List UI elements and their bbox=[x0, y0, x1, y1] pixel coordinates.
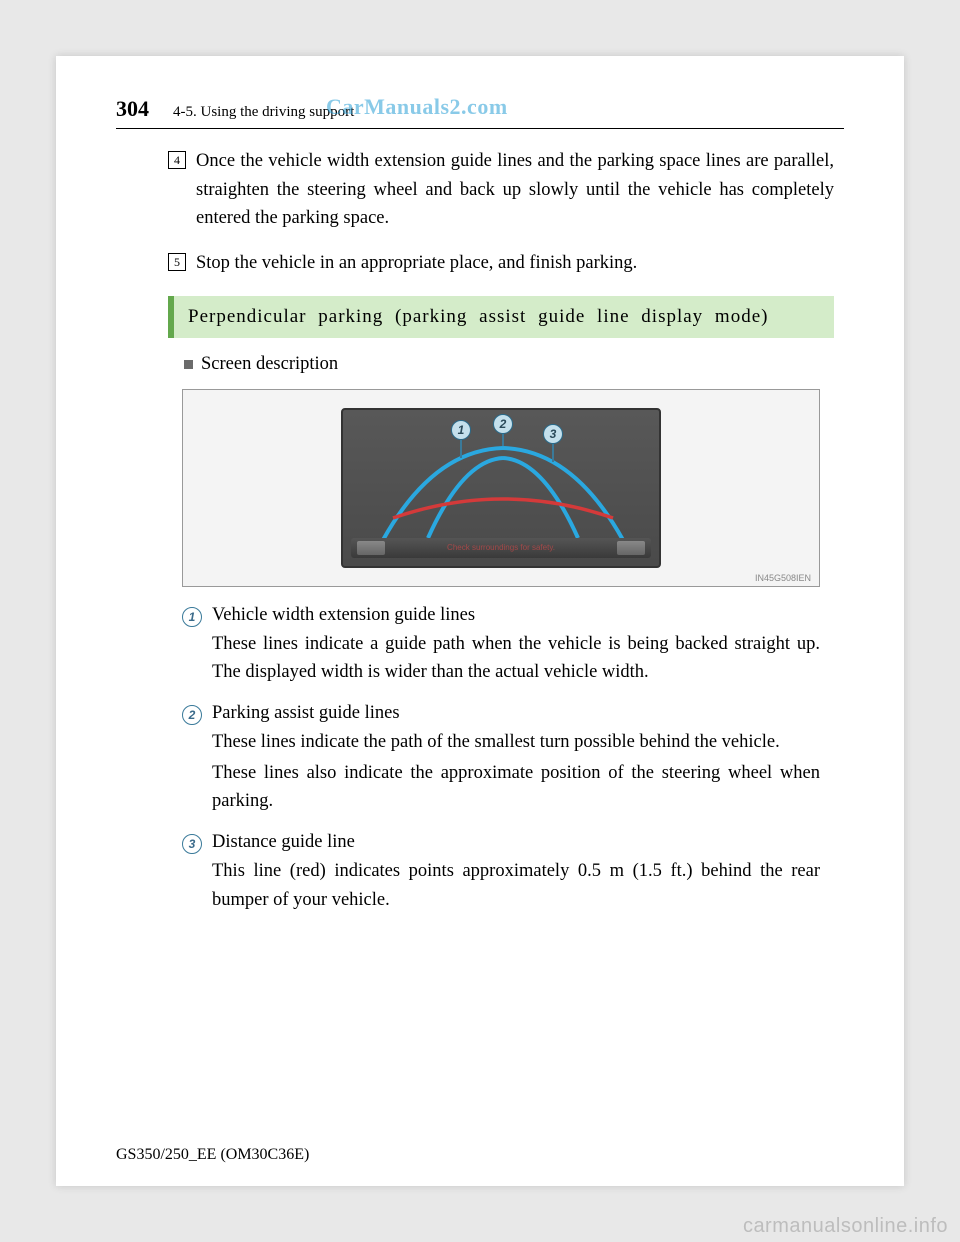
def-title: Distance guide line bbox=[212, 832, 820, 853]
def-number-circle: 2 bbox=[182, 705, 202, 725]
section-heading-text: Perpendicular parking (parking assist gu… bbox=[188, 306, 820, 328]
distance-guide bbox=[393, 499, 613, 518]
def-desc: These lines indicate a guide path when t… bbox=[212, 630, 820, 687]
screen-button-right bbox=[617, 541, 645, 555]
display-screen: 1 2 3 bbox=[341, 408, 661, 568]
def-body: Parking assist guide lines These lines i… bbox=[212, 703, 820, 818]
definition-3: 3 Distance guide line This line (red) in… bbox=[182, 832, 820, 916]
step-text: Once the vehicle width extension guide l… bbox=[196, 147, 834, 233]
def-body: Distance guide line This line (red) indi… bbox=[212, 832, 820, 916]
def-number-circle: 1 bbox=[182, 607, 202, 627]
leader-line bbox=[552, 444, 554, 462]
header-divider bbox=[116, 128, 844, 129]
definition-1: 1 Vehicle width extension guide lines Th… bbox=[182, 605, 820, 689]
content-area: 4 Once the vehicle width extension guide… bbox=[116, 147, 844, 916]
callout-1: 1 bbox=[451, 420, 471, 440]
manual-page: 304 4-5. Using the driving support CarMa… bbox=[56, 56, 904, 1186]
callout-2: 2 bbox=[493, 414, 513, 434]
page-header: 304 4-5. Using the driving support CarMa… bbox=[116, 96, 844, 122]
leader-line bbox=[460, 440, 462, 458]
def-number-circle: 3 bbox=[182, 834, 202, 854]
def-title: Vehicle width extension guide lines bbox=[212, 605, 820, 626]
section-heading-box: Perpendicular parking (parking assist gu… bbox=[168, 296, 834, 338]
bullet-square-icon bbox=[184, 360, 193, 369]
screen-caution-text: Check surroundings for safety. bbox=[447, 543, 555, 552]
screen-button-left bbox=[357, 541, 385, 555]
footer-watermark: carmanualsonline.info bbox=[743, 1215, 948, 1238]
def-desc: This line (red) indicates points approxi… bbox=[212, 857, 820, 914]
subsection-heading: Screen description bbox=[184, 354, 834, 375]
section-title: 4-5. Using the driving support bbox=[173, 104, 354, 121]
figure-container: 1 2 3 bbox=[182, 389, 820, 587]
step-text: Stop the vehicle in an appropriate place… bbox=[196, 249, 834, 278]
footer-model-code: GS350/250_EE (OM30C36E) bbox=[116, 1146, 309, 1164]
step-number-box: 5 bbox=[168, 253, 186, 271]
callout-3: 3 bbox=[543, 424, 563, 444]
step-number-box: 4 bbox=[168, 151, 186, 169]
step-4: 4 Once the vehicle width extension guide… bbox=[168, 147, 834, 233]
step-5: 5 Stop the vehicle in an appropriate pla… bbox=[168, 249, 834, 278]
definition-2: 2 Parking assist guide lines These lines… bbox=[182, 703, 820, 818]
def-body: Vehicle width extension guide lines Thes… bbox=[212, 605, 820, 689]
def-desc: These lines indicate the path of the sma… bbox=[212, 728, 820, 816]
screen-bottom-bar: Check surroundings for safety. bbox=[351, 538, 651, 558]
subsection-label: Screen description bbox=[201, 354, 338, 375]
page-number: 304 bbox=[116, 96, 149, 122]
def-title: Parking assist guide lines bbox=[212, 703, 820, 724]
leader-line bbox=[502, 434, 504, 446]
figure-id-label: IN45G508IEN bbox=[755, 573, 811, 583]
